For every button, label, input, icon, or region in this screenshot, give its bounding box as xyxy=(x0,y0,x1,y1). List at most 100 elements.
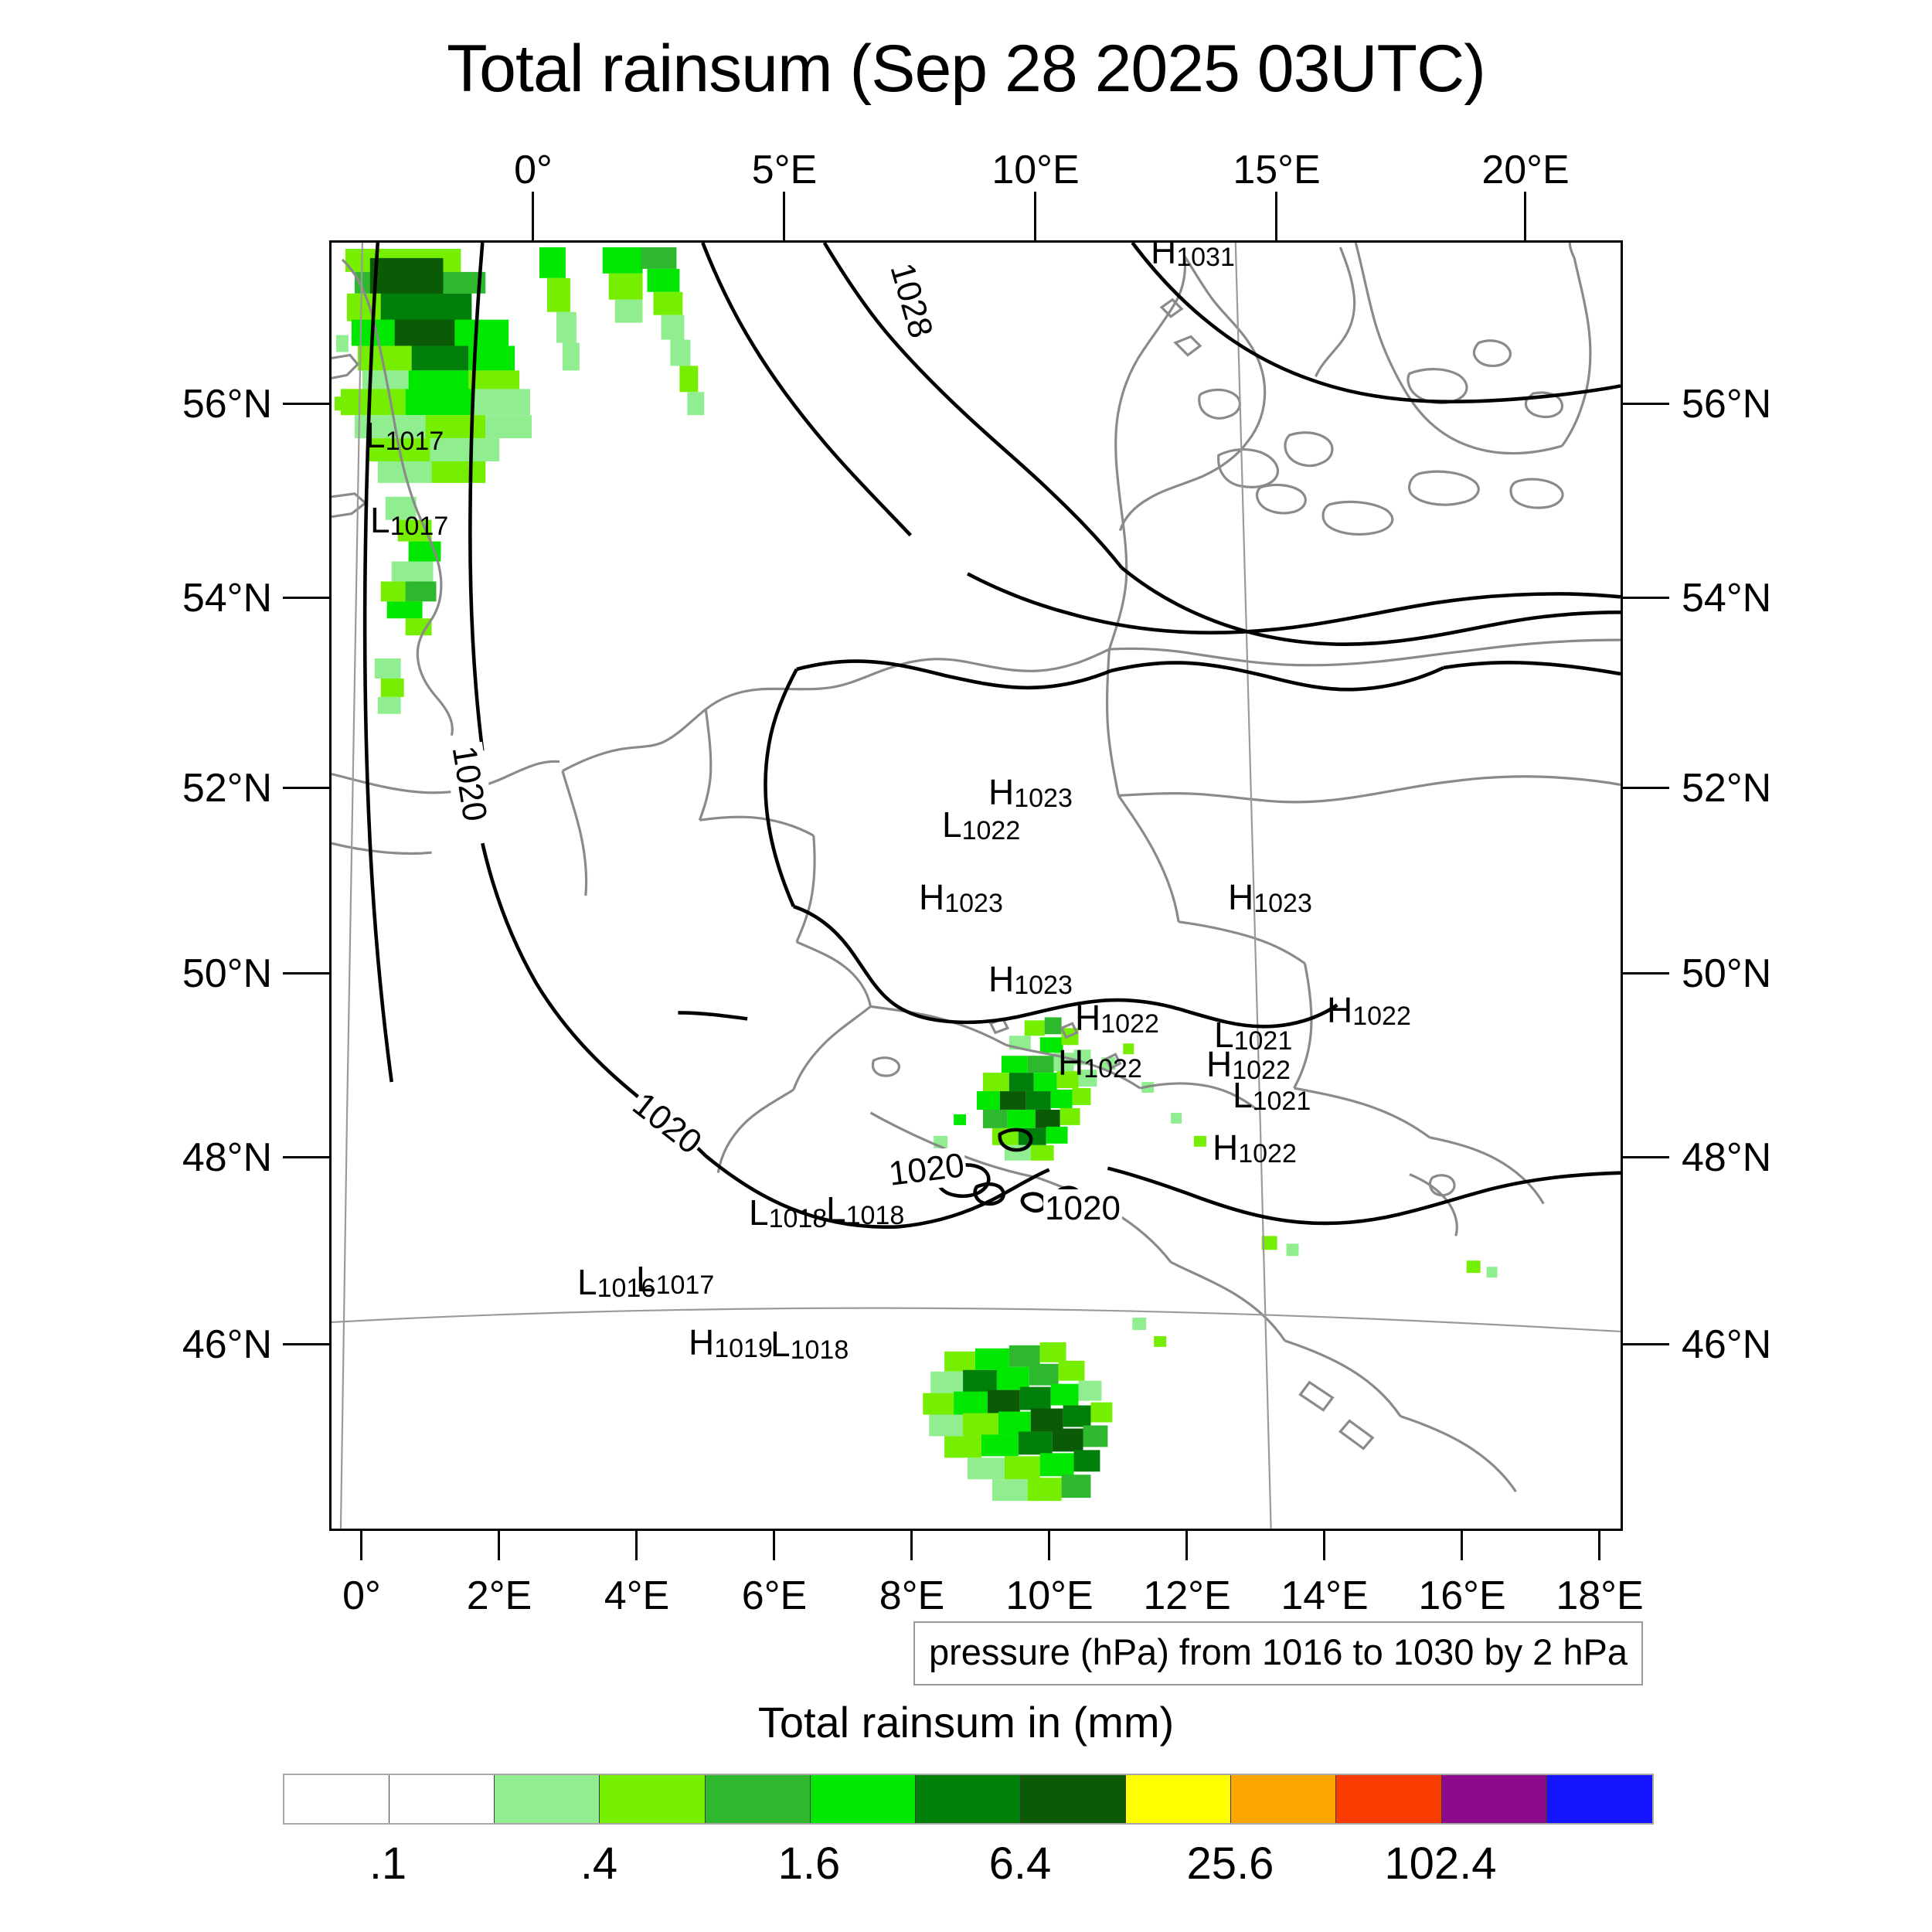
tick-bottom-10 xyxy=(1048,1529,1050,1560)
tick-right-54 xyxy=(1621,597,1669,599)
pressure-center-h-1019: H1019 xyxy=(689,1325,773,1362)
colorbar-cell-10 xyxy=(1336,1775,1442,1823)
pressure-value: 1017 xyxy=(655,1270,715,1300)
tick-top-10 xyxy=(1034,192,1036,243)
pressure-value: 1022 xyxy=(1352,1002,1411,1031)
axis-label-bottom-18: 18°E xyxy=(1556,1573,1644,1618)
axis-label-right-50: 50°N xyxy=(1682,951,1772,996)
pressure-type: H xyxy=(919,877,945,917)
axis-label-top-0: 0° xyxy=(514,148,553,192)
colorbar-cell-6 xyxy=(915,1775,1021,1823)
tick-right-46 xyxy=(1621,1343,1669,1345)
tick-top-5 xyxy=(783,192,785,243)
axis-label-right-52: 52°N xyxy=(1682,766,1772,811)
pressure-value: 1023 xyxy=(1253,889,1312,918)
pressure-value: 1023 xyxy=(1014,971,1073,1000)
pressure-type: H xyxy=(988,959,1015,999)
colorbar-cell-12 xyxy=(1546,1775,1652,1823)
tick-right-52 xyxy=(1621,787,1669,789)
pressure-center-h-1023-c: H1023 xyxy=(1228,879,1312,918)
tick-bottom-18 xyxy=(1598,1529,1600,1560)
pressure-value: 1031 xyxy=(1176,243,1235,272)
axis-label-left-46: 46°N xyxy=(182,1322,272,1367)
pressure-type: L xyxy=(636,1259,656,1299)
tick-right-50 xyxy=(1621,972,1669,975)
page-title: Total rainsum (Sep 28 2025 03UTC) xyxy=(447,32,1486,106)
pressure-value: 1022 xyxy=(961,816,1021,845)
colorbar-tick-5: 102.4 xyxy=(1384,1838,1497,1889)
pressure-type: L xyxy=(577,1262,597,1302)
pressure-value: 1021 xyxy=(1233,1026,1293,1056)
axis-label-bottom-2: 2°E xyxy=(466,1573,532,1618)
pressure-type: H xyxy=(1075,998,1101,1038)
colorbar-cell-7 xyxy=(1020,1775,1127,1823)
axis-label-bottom-10: 10°E xyxy=(1005,1573,1094,1618)
pressure-value: 1022 xyxy=(1238,1139,1297,1168)
pressure-center-l-1021-b: L1021 xyxy=(1233,1075,1311,1116)
pressure-center-l-1017-a: L1017 xyxy=(366,415,444,456)
pressure-center-h-1023-d: H1023 xyxy=(988,959,1073,1000)
colorbar-cell-8 xyxy=(1126,1775,1232,1823)
colorbar-cell-0 xyxy=(284,1775,390,1823)
pressure-type: H xyxy=(988,772,1015,812)
isobar-layer xyxy=(362,243,1621,1229)
tick-left-54 xyxy=(283,597,331,599)
tick-bottom-16 xyxy=(1461,1529,1463,1560)
pressure-value: 1018 xyxy=(790,1335,849,1365)
tick-left-56 xyxy=(283,403,331,405)
axis-label-bottom-12: 12°E xyxy=(1143,1573,1231,1618)
isobar-label-1020-east: 1020 xyxy=(1043,1189,1122,1228)
pressure-center-h-1022-d: H1022 xyxy=(1058,1043,1142,1083)
axis-label-right-54: 54°N xyxy=(1682,576,1772,621)
colorbar-tick-4: 25.6 xyxy=(1186,1838,1274,1889)
tick-bottom-0 xyxy=(360,1529,362,1560)
pressure-value: 1017 xyxy=(385,427,444,456)
pressure-type: L xyxy=(366,415,386,455)
pressure-legend-box: pressure (hPa) from 1016 to 1030 by 2 hP… xyxy=(913,1621,1643,1685)
pressure-value: 1022 xyxy=(1232,1056,1291,1085)
pressure-type: L xyxy=(1214,1015,1234,1055)
tick-left-50 xyxy=(283,972,331,975)
pressure-center-l-1018-a: L1018 xyxy=(749,1195,828,1233)
colorbar-cell-2 xyxy=(495,1775,600,1823)
pressure-value: 1016 xyxy=(597,1274,656,1303)
axis-label-left-56: 56°N xyxy=(182,382,272,427)
colorbar-tick-0: .1 xyxy=(369,1838,407,1889)
colorbar-cell-4 xyxy=(705,1775,811,1823)
pressure-type: H xyxy=(1213,1128,1239,1168)
tick-top-15 xyxy=(1275,192,1277,243)
axis-label-top-20: 20°E xyxy=(1481,148,1570,192)
colorbar-cell-3 xyxy=(600,1775,706,1823)
pressure-value: 1021 xyxy=(1252,1087,1311,1116)
axis-label-right-48: 48°N xyxy=(1682,1135,1772,1180)
pressure-center-l-1022: L1022 xyxy=(942,807,1021,845)
pressure-value: 1022 xyxy=(1083,1054,1142,1083)
colorbar-tick-1: .4 xyxy=(580,1838,618,1889)
axis-label-bottom-14: 14°E xyxy=(1281,1573,1369,1618)
axis-label-left-52: 52°N xyxy=(182,766,272,811)
pressure-type: H xyxy=(1058,1043,1084,1083)
pressure-center-h-1022-b: H1022 xyxy=(1327,992,1411,1031)
pressure-center-h-1023-b: H1023 xyxy=(919,877,1003,917)
map-plot-area: 1028 1020 1020 1020 1020 H1031 L1017 L10… xyxy=(329,240,1623,1531)
pressure-type: H xyxy=(1206,1044,1233,1084)
tick-top-20 xyxy=(1524,192,1526,243)
pressure-center-h-1022-c: H1022 xyxy=(1206,1044,1291,1085)
colorbar-cell-9 xyxy=(1231,1775,1337,1823)
axis-label-left-48: 48°N xyxy=(182,1135,272,1180)
pressure-type: L xyxy=(770,1324,791,1364)
axis-label-bottom-16: 16°E xyxy=(1418,1573,1506,1618)
pressure-center-l-1018-b: L1018 xyxy=(826,1192,905,1230)
pressure-center-l-1016: L1016 xyxy=(577,1262,656,1303)
tick-bottom-2 xyxy=(498,1529,500,1560)
axis-label-bottom-0: 0° xyxy=(342,1573,381,1618)
pressure-center-l-1021-a: L1021 xyxy=(1214,1015,1293,1056)
pressure-value: 1018 xyxy=(768,1204,828,1233)
pressure-type: L xyxy=(1233,1075,1253,1115)
pressure-value: 1018 xyxy=(845,1201,905,1230)
pressure-type: L xyxy=(370,500,390,540)
colorbar-cell-1 xyxy=(389,1775,495,1823)
tick-top-0 xyxy=(532,192,534,243)
axis-label-right-46: 46°N xyxy=(1682,1322,1772,1367)
pressure-value: 1017 xyxy=(389,512,449,541)
